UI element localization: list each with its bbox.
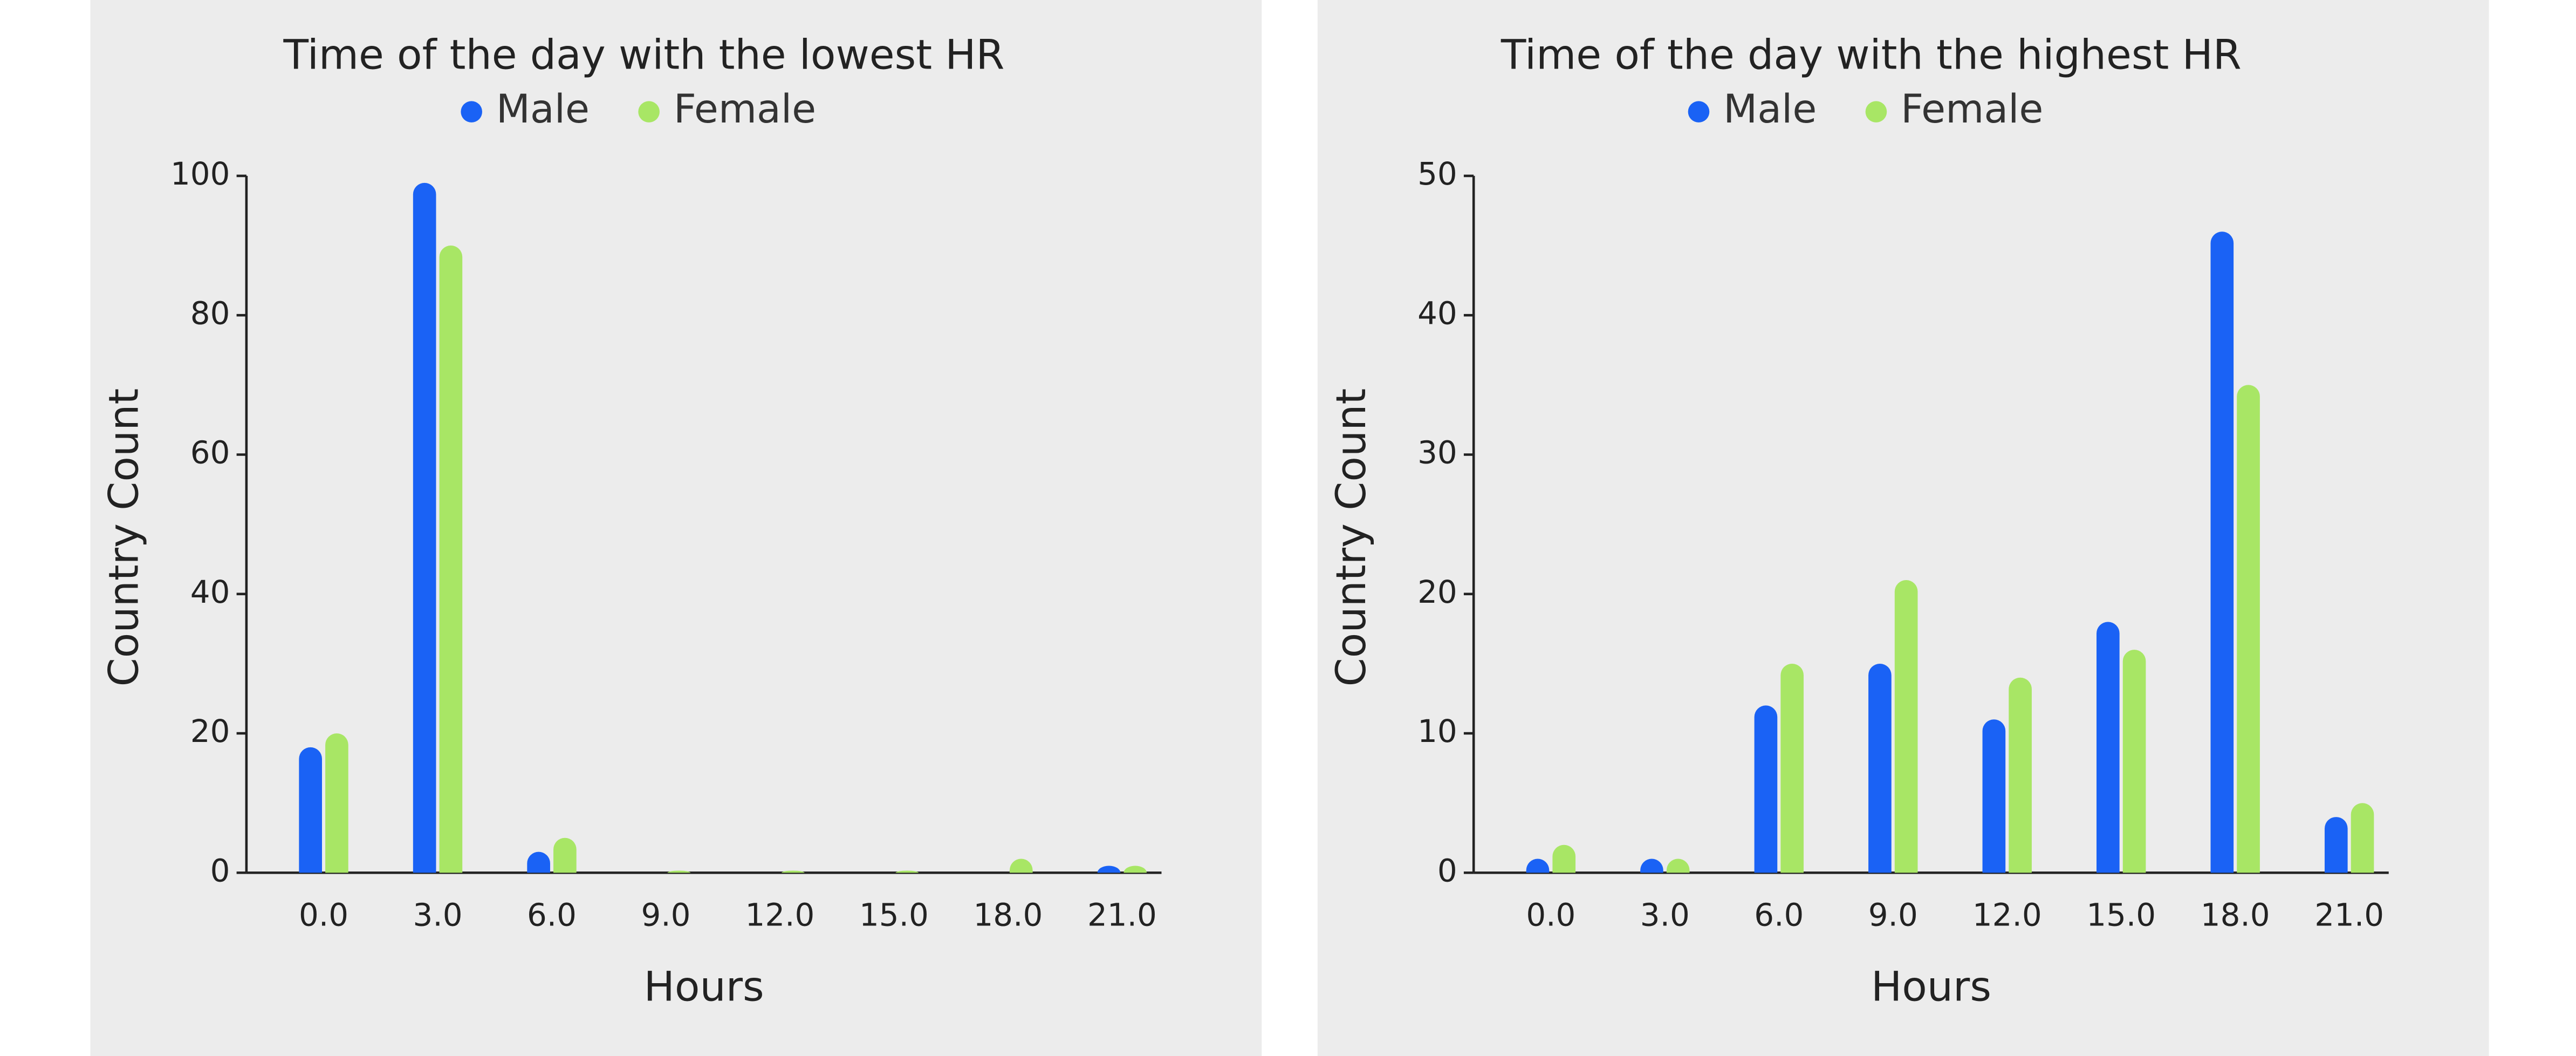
bar: [1666, 859, 1690, 873]
x-tick-label: 18.0: [2201, 897, 2270, 934]
legend-label: Female: [1901, 86, 2043, 132]
panel-background: [90, 0, 1262, 1056]
y-axis-label: Country Count: [1327, 389, 1375, 687]
legend-marker: [461, 101, 482, 122]
chart-title: Time of the day with the highest HR: [1501, 31, 2242, 79]
panel-background: [1317, 0, 2489, 1056]
y-tick-label: 20: [190, 713, 230, 750]
y-tick-label: 30: [1417, 434, 1457, 471]
bar: [2009, 677, 2032, 873]
x-axis-label: Hours: [644, 963, 764, 1011]
bar: [1526, 859, 1550, 873]
bar: [1097, 866, 1121, 873]
legend-marker: [638, 101, 660, 122]
bar: [895, 870, 919, 873]
bar: [1868, 663, 1892, 873]
bar: [527, 851, 550, 873]
x-tick-label: 21.0: [2314, 897, 2384, 934]
bar: [2122, 650, 2146, 873]
x-tick-label: 12.0: [1972, 897, 2042, 934]
bar: [2097, 622, 2120, 873]
bar: [2210, 231, 2234, 873]
y-tick-label: 100: [170, 155, 230, 192]
x-tick-label: 3.0: [1640, 897, 1690, 934]
x-tick-label: 21.0: [1087, 897, 1157, 934]
bar: [1123, 866, 1147, 873]
bar: [1894, 580, 1918, 873]
bar: [667, 870, 691, 873]
bar: [1640, 859, 1663, 873]
x-tick-label: 9.0: [641, 897, 690, 934]
x-tick-label: 12.0: [745, 897, 815, 934]
bar: [1780, 663, 1804, 873]
bar: [1982, 719, 2006, 873]
x-tick-label: 6.0: [1754, 897, 1804, 934]
chart-title: Time of the day with the lowest HR: [283, 31, 1005, 79]
legend-label: Male: [1723, 86, 1817, 132]
x-tick-label: 6.0: [527, 897, 577, 934]
y-tick-label: 40: [190, 574, 230, 610]
chart-panel: [90, 0, 1262, 1056]
x-axis-label: Hours: [1871, 963, 1991, 1011]
x-tick-label: 18.0: [973, 897, 1043, 934]
bar: [2351, 803, 2374, 873]
chart-panel: [1317, 0, 2489, 1056]
x-tick-label: 9.0: [1868, 897, 1918, 934]
x-tick-label: 3.0: [413, 897, 463, 934]
y-tick-label: 40: [1417, 295, 1457, 331]
bar: [781, 870, 805, 873]
y-tick-label: 0: [1437, 852, 1457, 889]
bar: [1552, 844, 1576, 873]
y-tick-label: 80: [190, 295, 230, 331]
y-tick-label: 0: [210, 852, 230, 889]
y-tick-label: 20: [1417, 574, 1457, 610]
y-axis-label: Country Count: [100, 389, 148, 687]
x-tick-label: 15.0: [859, 897, 929, 934]
x-tick-label: 15.0: [2086, 897, 2156, 934]
y-tick-label: 50: [1417, 155, 1457, 192]
y-tick-label: 60: [190, 434, 230, 471]
x-tick-label: 0.0: [299, 897, 348, 934]
bar: [553, 837, 577, 873]
bar: [413, 182, 436, 873]
x-tick-label: 0.0: [1526, 897, 1575, 934]
legend-label: Male: [496, 86, 590, 132]
legend-marker: [1865, 101, 1887, 122]
legend-marker: [1688, 101, 1710, 122]
bar: [1009, 859, 1033, 873]
y-tick-label: 10: [1417, 713, 1457, 750]
bar: [2237, 385, 2260, 873]
bar: [2324, 817, 2348, 873]
bar: [1754, 705, 1778, 873]
legend-label: Female: [674, 86, 816, 132]
bar: [325, 733, 348, 873]
bar: [299, 747, 323, 873]
bar: [439, 246, 463, 873]
